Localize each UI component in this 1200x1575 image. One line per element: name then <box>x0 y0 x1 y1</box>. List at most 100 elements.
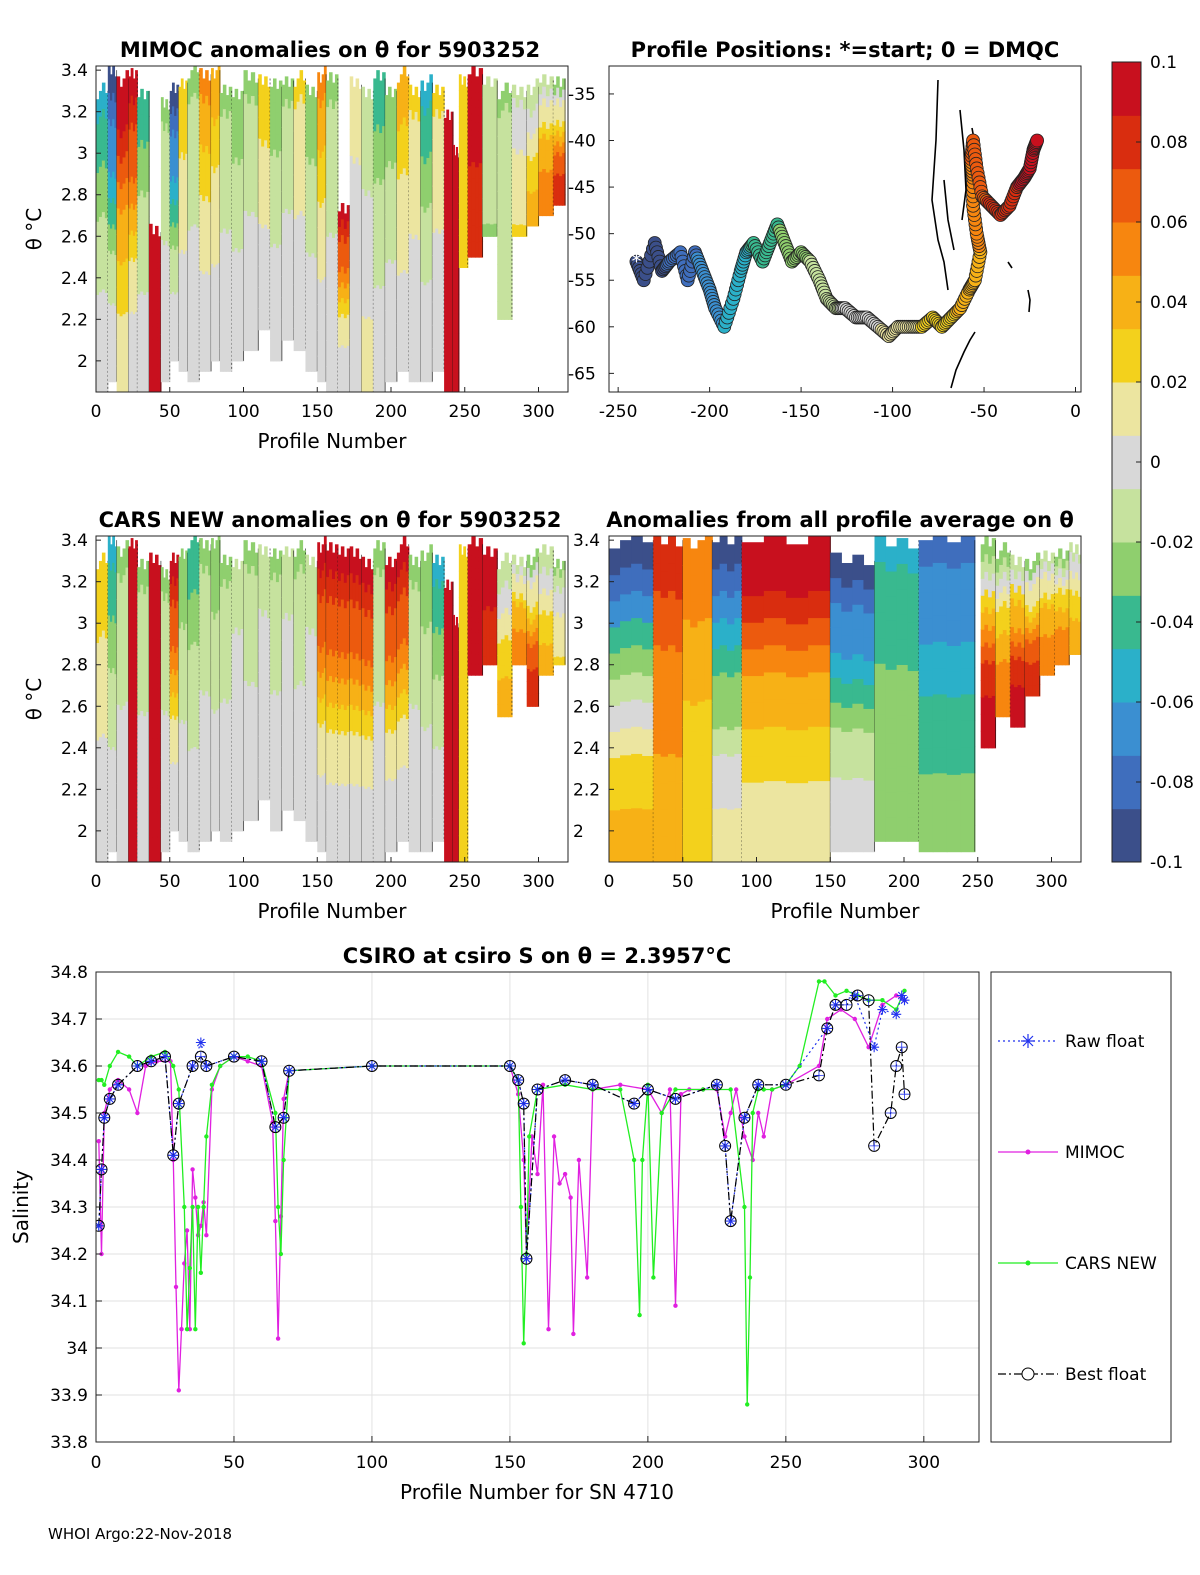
heatmap-cell <box>719 834 728 862</box>
heatmap-cell <box>240 180 245 204</box>
heatmap-cell <box>504 702 509 718</box>
heatmap-cell <box>326 628 330 655</box>
heatmap-cell <box>429 74 433 101</box>
heatmap-cell <box>448 657 452 682</box>
heatmap-cell <box>376 540 380 568</box>
heatmap-cell <box>508 130 513 151</box>
heatmap-cell <box>364 367 368 392</box>
heatmap-cell <box>448 635 452 659</box>
heatmap-cell <box>907 768 920 794</box>
heatmap-cell <box>275 202 280 226</box>
heatmap-cell <box>515 623 520 633</box>
heatmap-cell <box>697 835 706 862</box>
heatmap-cell <box>290 122 295 145</box>
heatmap-cell <box>250 797 256 822</box>
heatmap-cell <box>391 144 395 169</box>
heatmap-cell <box>420 306 425 333</box>
heatmap-cell <box>355 548 360 576</box>
heatmap-cell <box>553 615 557 625</box>
heatmap-cell <box>559 195 563 206</box>
heatmap-cell <box>471 640 476 653</box>
heatmap-cell <box>270 223 274 248</box>
heatmap-cell <box>370 837 374 862</box>
heatmap-cell <box>130 673 134 701</box>
heatmap-cell <box>267 86 271 108</box>
heatmap-cell <box>668 780 676 809</box>
heatmap-cell <box>284 296 289 319</box>
heatmap-cell <box>343 683 348 710</box>
heatmap-cell <box>287 598 292 621</box>
heatmap-cell <box>457 176 460 198</box>
heatmap-cell <box>995 703 1000 718</box>
heatmap-cell <box>631 617 643 646</box>
heatmap-cell <box>155 733 159 761</box>
heatmap-cell <box>999 564 1004 579</box>
heatmap-cell <box>682 619 691 647</box>
heatmap-cell <box>217 237 221 264</box>
heatmap-cell <box>340 313 345 330</box>
heatmap-cell <box>504 648 509 663</box>
heatmap-cell <box>556 611 560 622</box>
heatmap-cell <box>275 762 280 787</box>
heatmap-cell <box>423 308 427 334</box>
heatmap-cell <box>202 176 206 202</box>
heatmap-cell <box>205 95 209 121</box>
heatmap-cell <box>264 609 268 632</box>
heatmap-cell <box>376 754 380 783</box>
heatmap-cell <box>984 659 989 678</box>
heatmap-cell <box>190 355 194 383</box>
heatmap-cell <box>231 207 236 230</box>
heatmap-cell <box>408 604 413 630</box>
heatmap-cell <box>135 150 138 179</box>
heatmap-cell <box>675 572 684 600</box>
heatmap-cell <box>343 709 348 736</box>
heatmap-cell <box>405 693 410 719</box>
heatmap-cell <box>532 681 537 695</box>
heatmap-cell <box>231 786 236 810</box>
heatmap-cell <box>185 768 189 794</box>
heatmap-cell <box>196 645 200 672</box>
heatmap-cell <box>174 585 177 609</box>
heatmap-cell <box>426 776 430 803</box>
heatmap-cell <box>489 574 495 585</box>
heatmap-cell <box>234 762 239 787</box>
heatmap-cell <box>234 672 239 696</box>
heatmap-cell <box>399 346 404 372</box>
heatmap-cell <box>185 201 189 227</box>
heatmap-cell <box>932 799 948 826</box>
heatmap-cell <box>523 120 528 133</box>
heatmap-cell <box>448 369 452 392</box>
heatmap-cell <box>219 609 224 634</box>
heatmap-cell <box>553 144 557 156</box>
heatmap-cell <box>556 130 560 142</box>
heatmap-cell <box>519 646 524 657</box>
heatmap-cell <box>515 130 520 143</box>
heatmap-cell <box>980 612 985 630</box>
heatmap-cell <box>727 623 735 651</box>
heatmap-cell <box>273 266 277 291</box>
heatmap-cell <box>423 827 427 853</box>
heatmap-cell <box>225 818 230 842</box>
heatmap-cell <box>526 84 531 98</box>
heatmap-cell <box>104 687 109 714</box>
heatmap-cell <box>382 568 386 597</box>
heatmap-cell <box>497 655 502 669</box>
heatmap-cell <box>228 86 233 112</box>
heatmap-cell <box>185 104 189 130</box>
heatmap-cell <box>376 177 380 205</box>
heatmap-cell <box>504 102 509 123</box>
heatmap-cell <box>337 226 342 243</box>
heatmap-cell <box>180 597 184 623</box>
y-tick-label: 3.2 <box>61 103 88 123</box>
heatmap-cell <box>642 675 654 703</box>
heatmap-cell <box>247 685 252 709</box>
heatmap-cell <box>549 621 554 633</box>
heatmap-cell <box>432 324 436 349</box>
heatmap-cell <box>874 536 887 563</box>
heatmap-cell <box>299 797 304 822</box>
heatmap-cell <box>653 617 662 646</box>
heatmap-cell <box>463 835 467 862</box>
heatmap-cell <box>163 828 166 853</box>
heatmap-cell <box>178 817 182 842</box>
heatmap-cell <box>205 170 209 197</box>
